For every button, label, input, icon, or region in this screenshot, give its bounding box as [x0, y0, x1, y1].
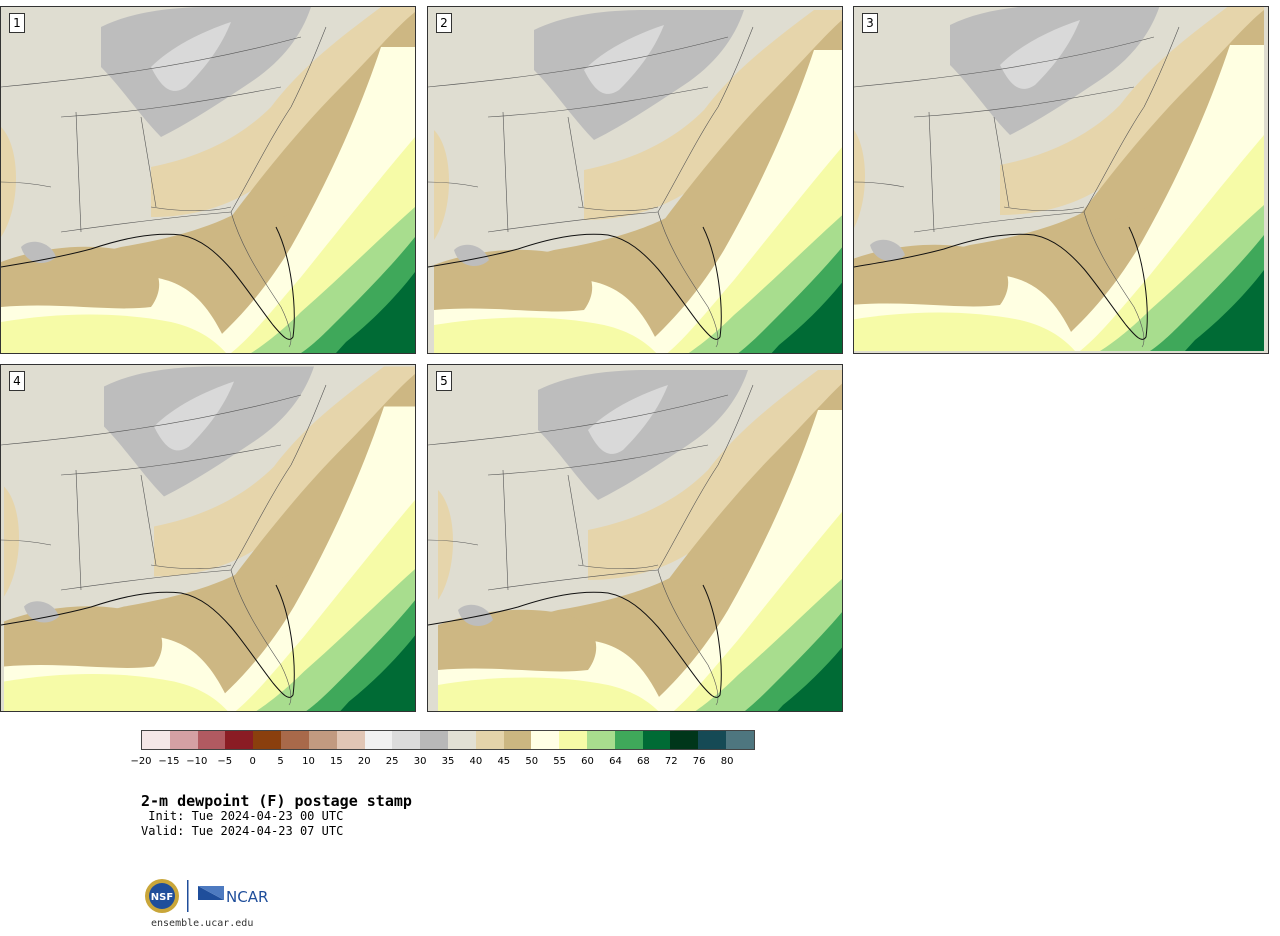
- colorbar-swatch: [225, 731, 254, 749]
- colorbar-tick-label: −15: [158, 756, 180, 767]
- panel-label: 3: [862, 13, 878, 33]
- colorbar-tick-label: −10: [186, 756, 208, 767]
- colorbar-tick-label: 76: [692, 756, 706, 767]
- dewpoint-map: [1, 7, 415, 353]
- colorbar-tick-label: 0: [249, 756, 256, 767]
- colorbar-tick-label: −5: [217, 756, 233, 767]
- colorbar-swatch: [253, 731, 282, 749]
- colorbar-swatch: [308, 731, 337, 749]
- colorbar-swatch: [531, 731, 560, 749]
- logos: NSF NCAR: [144, 876, 274, 916]
- panel-label: 5: [436, 371, 452, 391]
- dewpoint-map: [428, 365, 842, 711]
- colorbar-swatch: [336, 731, 365, 749]
- colorbar-tick-label: 25: [385, 756, 399, 767]
- colorbar-swatch: [698, 731, 727, 749]
- map-panel-5: 5: [427, 364, 843, 712]
- colorbar-swatch: [197, 731, 226, 749]
- colorbar-tick-label: 35: [441, 756, 455, 767]
- map-panel-1: 1: [0, 6, 416, 354]
- colorbar-tick-label: 15: [329, 756, 343, 767]
- colorbar-swatch: [559, 731, 587, 749]
- colorbar-swatch: [726, 731, 754, 749]
- colorbar-tick-label: 55: [553, 756, 566, 767]
- colorbar-tick-label: 5: [277, 756, 284, 767]
- valid-time: Valid: Tue 2024-04-23 07 UTC: [141, 824, 344, 838]
- init-time: Init: Tue 2024-04-23 00 UTC: [141, 809, 344, 823]
- map-panel-2: 2: [427, 6, 843, 354]
- colorbar-tick-label: 30: [413, 756, 427, 767]
- panel-label: 1: [9, 13, 25, 33]
- colorbar-swatch: [447, 731, 476, 749]
- colorbar-swatch: [420, 731, 448, 749]
- colorbar-swatch: [142, 731, 170, 749]
- map-panel-4: 4: [0, 364, 416, 712]
- colorbar: [141, 730, 755, 750]
- colorbar-tick-label: 72: [664, 756, 678, 767]
- colorbar-tick-label: 60: [581, 756, 594, 767]
- colorbar-swatch: [364, 731, 393, 749]
- colorbar-swatch: [587, 731, 615, 749]
- colorbar-swatch: [642, 731, 671, 749]
- colorbar-tick-label: 50: [525, 756, 539, 767]
- colorbar-tick-label: 80: [720, 756, 734, 767]
- ncar-logo-icon: NCAR: [198, 886, 268, 906]
- colorbar-tick-label: 45: [497, 756, 511, 767]
- colorbar-swatch: [281, 731, 309, 749]
- colorbar-swatch: [392, 731, 421, 749]
- plot-title: 2-m dewpoint (F) postage stamp: [141, 792, 412, 810]
- footer-url: ensemble.ucar.edu: [151, 918, 254, 929]
- colorbar-tick-label: 10: [302, 756, 315, 767]
- panel-label: 2: [436, 13, 452, 33]
- colorbar-tick-label: 64: [609, 756, 622, 767]
- dewpoint-map: [854, 7, 1268, 353]
- map-panel-3: 3: [853, 6, 1269, 354]
- dewpoint-map: [428, 7, 842, 353]
- colorbar-swatch: [503, 731, 532, 749]
- colorbar-swatch: [614, 731, 643, 749]
- dewpoint-map: [1, 365, 415, 711]
- colorbar-tick-label: 68: [636, 756, 650, 767]
- colorbar-swatch: [670, 731, 699, 749]
- nsf-logo-text: NSF: [151, 892, 173, 903]
- colorbar-swatch: [475, 731, 504, 749]
- colorbar-tick-label: 40: [469, 756, 483, 767]
- panel-label: 4: [9, 371, 25, 391]
- nsf-logo-icon: NSF: [145, 879, 179, 913]
- ncar-logo-text: NCAR: [226, 888, 268, 906]
- colorbar-swatch: [169, 731, 198, 749]
- colorbar-tick-label: 20: [357, 756, 371, 767]
- colorbar-tick-label: −20: [130, 756, 152, 767]
- colorbar-ticks: −20 −15 −10 −5 0 5 10 15 20 25 30 35 40 45 50 55 60 64 68 7…: [130, 756, 755, 770]
